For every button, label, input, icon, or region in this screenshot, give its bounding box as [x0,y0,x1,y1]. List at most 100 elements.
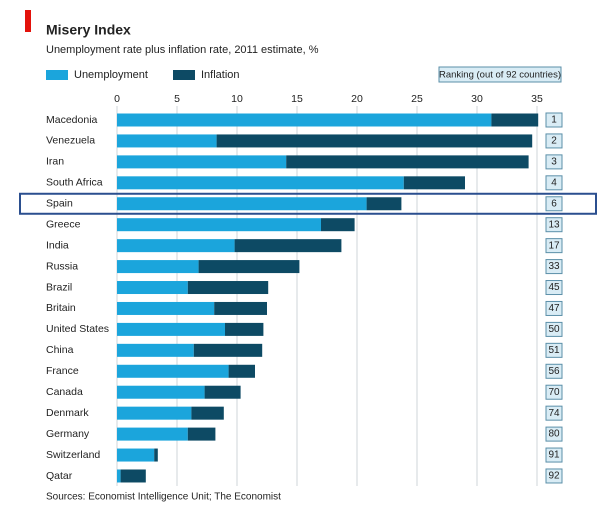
ranking-value: 2 [551,136,557,147]
bar-segment [117,427,188,441]
ranking-value: 70 [548,387,560,398]
ranking-box [545,300,563,316]
ranking-value: 56 [548,366,560,377]
ranking-box [545,363,563,379]
x-tick-label: 25 [411,93,423,105]
bar-segment [193,343,263,357]
y-tick-label: France [46,365,79,377]
ranking-box [545,217,563,233]
ranking-box [545,384,563,400]
bar-segment [191,406,224,420]
bar-segment [117,469,121,483]
ranking-box [545,154,563,170]
y-tick-label: Greece [46,218,81,230]
highlight-box [19,192,597,215]
ranking-box [545,426,563,442]
bar-segment [198,260,300,274]
y-tick-label: Canada [46,386,83,398]
bar-segment [117,406,192,420]
bar-segment [204,385,241,399]
bar-segment [117,364,229,378]
bar-segment [117,281,188,295]
y-tick-label: Macedonia [46,114,98,126]
y-tick-label: India [46,239,69,251]
brand-mark [25,10,31,32]
y-tick-label: United States [46,323,109,335]
ranking-value: 17 [548,240,560,251]
y-tick-label: Russia [46,260,78,272]
y-tick-label: Denmark [46,407,89,419]
ranking-box [545,447,563,463]
ranking-value: 33 [548,261,560,272]
bar-segment [228,364,255,378]
bar-segment [154,448,158,462]
ranking-header-box [438,66,562,83]
ranking-box [545,259,563,275]
ranking-header: Ranking (out of 92 countries) [439,70,561,81]
y-tick-label: Iran [46,156,64,168]
bar-segment [117,218,321,232]
ranking-value: 47 [548,303,560,314]
legend-label: Unemployment [74,69,148,81]
ranking-value: 6 [551,198,557,209]
bar-segment [187,281,269,295]
ranking-value: 3 [551,157,557,168]
y-tick-label: Germany [46,428,90,440]
ranking-box [545,405,563,421]
ranking-box [545,196,563,212]
ranking-value: 4 [551,177,557,188]
bar-segment [117,343,194,357]
bar-segment [117,176,404,190]
legend-label: Inflation [201,69,240,81]
ranking-value: 50 [548,324,560,335]
ranking-box [545,112,563,128]
bar-segment [366,197,402,211]
bar-segment [117,239,235,253]
bar-segment [117,322,225,336]
bar-segment [117,385,205,399]
bar-segment [187,427,216,441]
chart-subtitle: Unemployment rate plus inflation rate, 2… [46,44,319,56]
ranking-box [545,175,563,191]
bar-segment [321,218,355,232]
chart-title: Misery Index [46,22,131,38]
y-tick-label: Venezuela [46,135,95,147]
y-tick-label: Spain [46,198,73,210]
x-tick-label: 20 [351,93,363,105]
y-tick-label: Qatar [46,470,73,482]
ranking-value: 74 [548,408,560,419]
bar-segment [225,322,264,336]
bar-segment [117,155,287,169]
x-tick-label: 5 [174,93,180,105]
ranking-box [545,468,563,484]
ranking-value: 92 [548,471,560,482]
x-tick-label: 10 [231,93,243,105]
ranking-box [545,342,563,358]
y-tick-label: South Africa [46,177,103,189]
ranking-value: 51 [548,345,560,356]
bar-segment [117,113,492,127]
bar-segment [403,176,465,190]
bar-segment [214,301,267,315]
ranking-value: 45 [548,282,560,293]
bar-segment [117,197,367,211]
bar-segment [491,113,539,127]
legend-swatch [46,70,68,80]
y-tick-label: China [46,344,74,356]
bar-segment [117,134,217,148]
legend-swatch [173,70,195,80]
source-note: Sources: Economist Intelligence Unit; Th… [46,492,281,503]
bar-segment [117,260,199,274]
x-tick-label: 35 [531,93,543,105]
ranking-value: 80 [548,429,560,440]
y-tick-label: Britain [46,302,76,314]
ranking-value: 91 [548,450,560,461]
ranking-box [545,280,563,296]
bar-segment [234,239,342,253]
ranking-box [545,133,563,149]
ranking-value: 1 [551,115,557,126]
bar-segment [117,301,215,315]
ranking-box [545,238,563,254]
x-tick-label: 30 [471,93,483,105]
